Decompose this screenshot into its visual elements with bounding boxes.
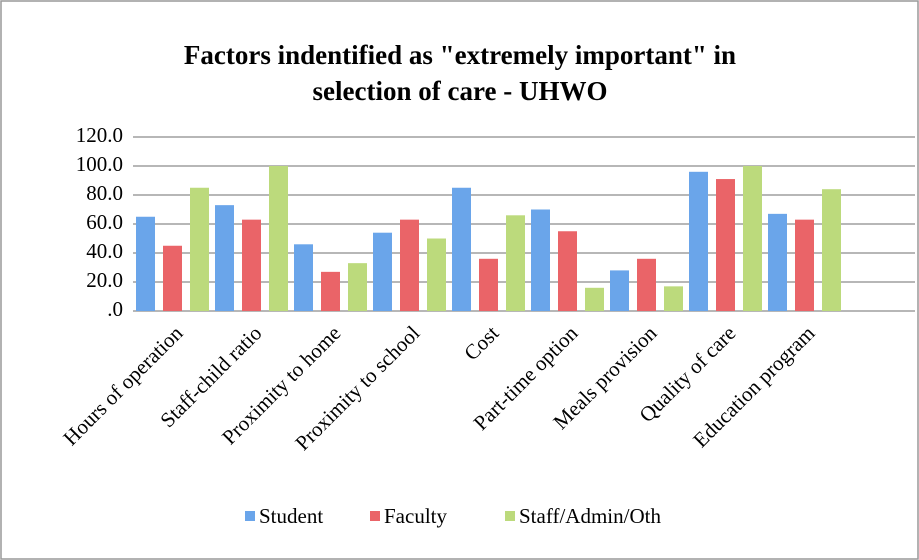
bar <box>716 179 735 311</box>
legend-swatch <box>505 511 515 521</box>
legend-swatch <box>370 511 380 521</box>
bar <box>215 205 234 311</box>
bar <box>689 171 708 311</box>
bar <box>743 166 762 311</box>
chart-title-line: selection of care - UHWO <box>313 76 608 106</box>
bar <box>479 258 498 311</box>
y-tick-label: 100.0 <box>76 152 123 176</box>
bar <box>163 245 182 311</box>
bar <box>558 231 577 311</box>
bar <box>242 219 261 311</box>
bar <box>664 286 683 311</box>
bar <box>610 270 629 311</box>
bar <box>822 189 841 311</box>
bar <box>348 263 367 311</box>
bar <box>294 244 313 311</box>
y-tick-label: 120.0 <box>76 123 123 147</box>
bar <box>136 216 155 311</box>
bar <box>637 258 656 311</box>
legend-label: Student <box>259 504 323 528</box>
legend-label: Faculty <box>384 504 447 528</box>
bar <box>795 219 814 311</box>
bar <box>506 215 525 311</box>
bar <box>427 238 446 311</box>
bar <box>452 187 471 311</box>
y-tick-label: 40.0 <box>86 239 123 263</box>
legend-label: Staff/Admin/Oth <box>519 504 661 528</box>
bar <box>190 187 209 311</box>
legend-swatch <box>245 511 255 521</box>
bar <box>321 271 340 311</box>
bar <box>400 219 419 311</box>
bar <box>531 209 550 311</box>
chart-title-line: Factors indentified as "extremely import… <box>184 40 736 70</box>
y-tick-label: 80.0 <box>86 181 123 205</box>
y-tick-label: .0 <box>107 297 123 321</box>
bar <box>269 166 288 311</box>
y-tick-label: 60.0 <box>86 210 123 234</box>
bar <box>373 232 392 311</box>
y-tick-label: 20.0 <box>86 268 123 292</box>
bar <box>585 287 604 311</box>
bar <box>768 213 787 311</box>
